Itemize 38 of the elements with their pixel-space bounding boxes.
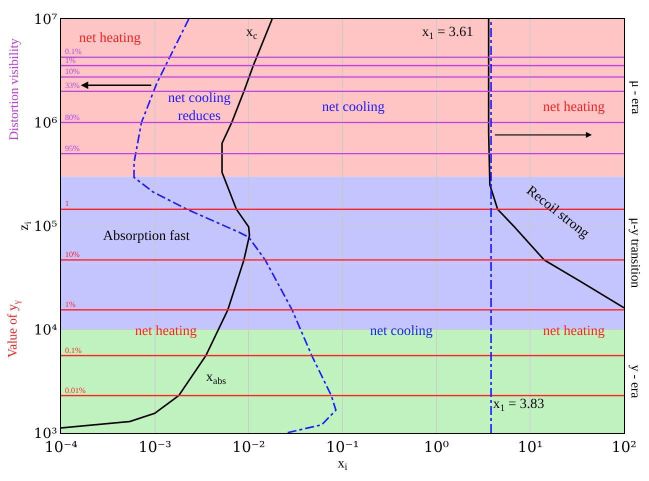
series-label: 80% bbox=[65, 113, 80, 122]
band-label: μ - era bbox=[629, 80, 644, 114]
annotation: net cooling reduces bbox=[168, 91, 231, 124]
text: Distortion visibility bbox=[6, 38, 21, 141]
band-label: y - era bbox=[628, 364, 644, 398]
annotation: net cooling bbox=[322, 100, 385, 115]
series-label: 1 bbox=[65, 199, 69, 208]
series-label: 1% bbox=[65, 300, 76, 309]
x-tick-label: 10¹ bbox=[518, 438, 543, 456]
band-label: μ-y transition bbox=[628, 218, 644, 288]
annotation: x$_{c}$ bbox=[246, 25, 258, 42]
series-label: 10% bbox=[65, 67, 80, 76]
x-tick-label: 10⁻³ bbox=[138, 438, 172, 456]
annotation: net heating bbox=[543, 100, 605, 115]
annotation: net heating bbox=[79, 31, 141, 46]
y-tick-label: 10⁴ bbox=[34, 322, 58, 338]
x-tick-label: 10² bbox=[611, 438, 637, 456]
series-label: 0.01% bbox=[65, 386, 86, 395]
x-tick-label: 10⁰ bbox=[424, 438, 449, 456]
annotation: net heating bbox=[543, 324, 605, 339]
y-tick-label: 10⁷ bbox=[34, 12, 58, 28]
annotation: net heating bbox=[135, 324, 197, 339]
annotation: x$_{abs}$ bbox=[206, 370, 226, 387]
series-label: 95% bbox=[65, 144, 80, 153]
ref-line-label: x$_{1}$ = 3.83 bbox=[493, 397, 544, 414]
series-label: 0.1% bbox=[65, 47, 82, 56]
series-label: 33% bbox=[65, 81, 80, 90]
x-tick-label: 10⁻¹ bbox=[326, 438, 360, 456]
annotation: Absorption fast bbox=[103, 229, 190, 244]
y-tick-label: 10⁵ bbox=[34, 218, 58, 235]
series-label: 0.1% bbox=[65, 346, 82, 355]
series-label: 1% bbox=[65, 56, 76, 65]
x-tick-label: 10⁻² bbox=[232, 438, 266, 456]
annotation: net cooling bbox=[370, 324, 433, 339]
annotation: x$_{1}$ = 3.61 bbox=[422, 25, 474, 42]
y-tick-label: 10⁶ bbox=[34, 115, 58, 132]
series-label: 10% bbox=[65, 250, 80, 259]
x-axis-title: x$_{i}$ bbox=[338, 456, 348, 474]
